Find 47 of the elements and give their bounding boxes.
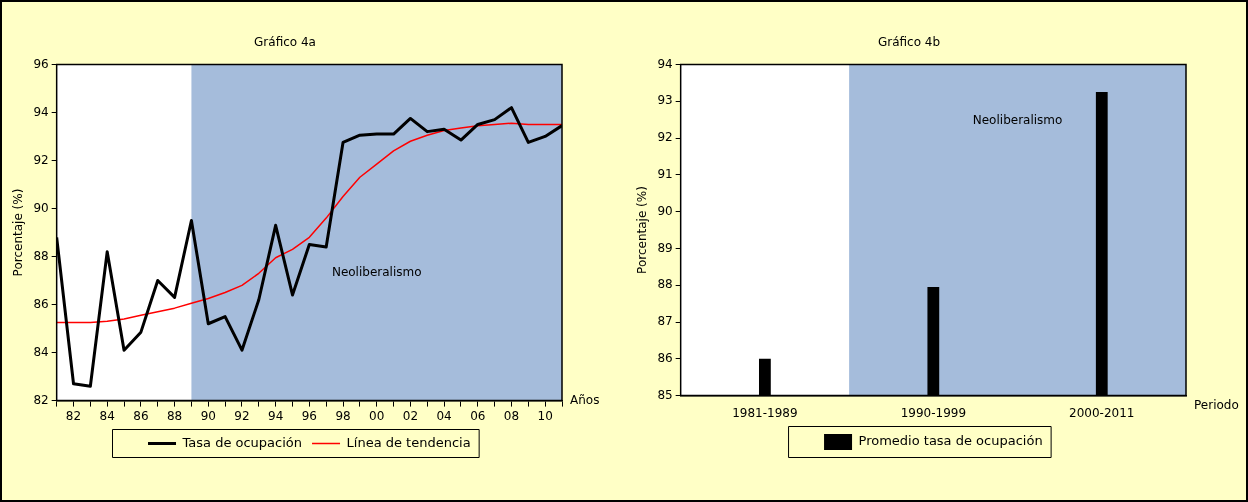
y-tick-label: 94	[657, 56, 673, 71]
legend-label: Promedio tasa de ocupación	[858, 433, 1043, 449]
x-axis-title: Periodo	[1194, 397, 1239, 412]
x-tick-label: 06	[470, 408, 486, 423]
x-tick-label: 04	[436, 408, 452, 423]
band-label: Neoliberalismo	[972, 112, 1063, 127]
y-axis-title: Porcentaje (%)	[635, 186, 650, 274]
x-tick-label: 86	[133, 408, 149, 423]
x-tick-label: 90	[200, 408, 216, 423]
y-tick-label: 92	[33, 152, 49, 167]
x-tick-label: 92	[234, 408, 250, 423]
x-tick-label: 88	[166, 408, 183, 423]
chart-title: Gráfico 4a	[254, 35, 316, 50]
y-tick-label: 86	[33, 296, 49, 311]
x-tick-label: 98	[335, 408, 351, 423]
x-tick-label: 02	[402, 408, 419, 423]
band-label: Neoliberalismo	[331, 264, 422, 279]
y-tick-label: 82	[33, 392, 49, 407]
x-tick-label: 94	[268, 408, 284, 423]
y-tick-label: 86	[657, 350, 673, 365]
y-tick-label: 90	[657, 203, 673, 218]
y-tick-label: 89	[657, 240, 673, 255]
y-axis-title: Porcentaje (%)	[11, 188, 26, 277]
x-tick-label: 08	[503, 408, 520, 423]
x-tick-label: 10	[537, 408, 553, 423]
y-tick-label: 88	[33, 248, 49, 263]
x-tick-label: 1990-1999	[900, 405, 967, 420]
y-tick-label: 91	[657, 166, 673, 181]
y-tick-label: 85	[657, 387, 673, 402]
x-tick-label: 84	[99, 408, 115, 423]
y-tick-label: 88	[657, 277, 673, 292]
x-tick-label: 1981-1989	[732, 405, 798, 420]
x-axis-title: Años	[570, 392, 600, 407]
x-tick-label: 96	[301, 408, 317, 423]
x-tick-label: 2000-2011	[1069, 405, 1135, 420]
chart-title: Gráfico 4b	[877, 35, 941, 50]
y-tick-label: 87	[657, 314, 673, 329]
y-tick-label: 84	[33, 344, 49, 359]
y-tick-label: 94	[33, 104, 49, 119]
legend-label: Línea de tendencia	[346, 434, 471, 450]
y-tick-label: 92	[657, 130, 673, 145]
y-tick-label: 90	[33, 200, 49, 215]
y-tick-label: 93	[657, 93, 673, 108]
legend-label: Tasa de ocupación	[181, 434, 303, 450]
x-tick-label: 00	[369, 408, 385, 423]
y-tick-label: 96	[33, 56, 49, 71]
x-tick-label: 82	[65, 408, 82, 423]
